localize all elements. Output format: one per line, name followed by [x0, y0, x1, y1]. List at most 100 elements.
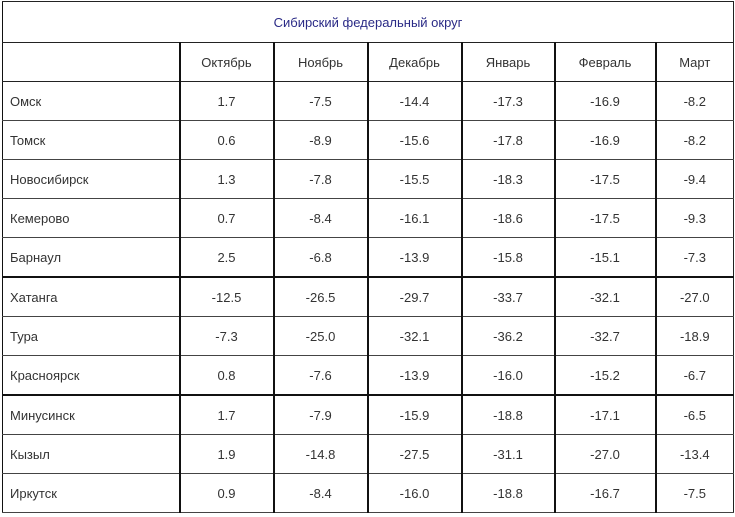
temperature-cell: -18.8 — [460, 394, 555, 435]
header-cell-march: Март — [654, 42, 735, 82]
temperature-cell: -6.7 — [654, 355, 735, 396]
header-row: Октябрь Ноябрь Декабрь Январь Февраль Ма… — [2, 42, 735, 82]
table-row: Барнаул 2.5 -6.8 -13.9 -15.8 -15.1 -7.3 — [2, 237, 735, 278]
temperature-cell: -36.2 — [460, 316, 555, 356]
temperature-cell: -9.4 — [654, 159, 735, 199]
temperature-cell: 0.6 — [178, 120, 274, 160]
temperature-cell: -32.1 — [553, 276, 656, 317]
city-name-cell: Томск — [2, 120, 180, 160]
city-name-cell: Кызыл — [2, 434, 180, 474]
temperature-cell: 0.7 — [178, 198, 274, 238]
temperature-cell: 1.7 — [178, 81, 274, 121]
header-cell-october: Октябрь — [178, 42, 274, 82]
temperature-cell: -26.5 — [272, 276, 368, 317]
temperature-cell: -7.9 — [272, 394, 368, 435]
temperature-cell: -18.9 — [654, 316, 735, 356]
header-cell-february: Февраль — [553, 42, 656, 82]
city-name-cell: Тура — [2, 316, 180, 356]
header-cell-december: Декабрь — [366, 42, 462, 82]
temperature-cell: -16.9 — [553, 120, 656, 160]
table-row: Хатанга -12.5 -26.5 -29.7 -33.7 -32.1 -27.0 — [2, 276, 735, 317]
temperature-cell: -6.5 — [654, 394, 735, 435]
temperature-cell: -15.2 — [553, 355, 656, 396]
temperature-cell: -18.6 — [460, 198, 555, 238]
temperature-cell: -15.5 — [366, 159, 462, 199]
temperature-cell: -17.1 — [553, 394, 656, 435]
temperature-cell: 1.9 — [178, 434, 274, 474]
temperature-cell: -32.7 — [553, 316, 656, 356]
temperature-cell: 2.5 — [178, 237, 274, 278]
header-cell-empty — [2, 42, 180, 82]
temperature-cell: -8.2 — [654, 81, 735, 121]
temperature-cell: -16.0 — [366, 473, 462, 513]
header-cell-november: Ноябрь — [272, 42, 368, 82]
temperature-cell: -7.3 — [654, 237, 735, 278]
city-name-cell: Красноярск — [2, 355, 180, 396]
temperature-cell: -16.0 — [460, 355, 555, 396]
temperature-cell: -18.8 — [460, 473, 555, 513]
temperature-cell: -29.7 — [366, 276, 462, 317]
temperature-cell: -6.8 — [272, 237, 368, 278]
city-name-cell: Новосибирск — [2, 159, 180, 199]
temperature-cell: -25.0 — [272, 316, 368, 356]
table-row: Новосибирск 1.3 -7.8 -15.5 -18.3 -17.5 -9.4 — [2, 159, 735, 199]
temperature-cell: 0.8 — [178, 355, 274, 396]
city-name-cell: Барнаул — [2, 237, 180, 278]
temperature-cell: -7.5 — [654, 473, 735, 513]
temperature-cell: -7.3 — [178, 316, 274, 356]
temperature-cell: -16.9 — [553, 81, 656, 121]
temperature-cell: -13.9 — [366, 355, 462, 396]
temperature-cell: -16.1 — [366, 198, 462, 238]
temperature-cell: -7.6 — [272, 355, 368, 396]
temperature-cell: -27.5 — [366, 434, 462, 474]
table-row: Кызыл 1.9 -14.8 -27.5 -31.1 -27.0 -13.4 — [2, 434, 735, 474]
temperature-cell: -13.9 — [366, 237, 462, 278]
temperature-cell: -7.5 — [272, 81, 368, 121]
temperature-cell: -14.8 — [272, 434, 368, 474]
temperature-cell: -7.8 — [272, 159, 368, 199]
temperature-cell: -17.5 — [553, 159, 656, 199]
city-name-cell: Иркутск — [2, 473, 180, 513]
temperature-cell: -17.5 — [553, 198, 656, 238]
city-name-cell: Омск — [2, 81, 180, 121]
table-title: Сибирский федеральный округ — [1, 1, 735, 43]
table-row: Тура -7.3 -25.0 -32.1 -36.2 -32.7 -18.9 — [2, 316, 735, 356]
temperature-cell: -32.1 — [366, 316, 462, 356]
temperature-cell: -14.4 — [366, 81, 462, 121]
temperature-cell: -8.4 — [272, 473, 368, 513]
temperature-cell: -31.1 — [460, 434, 555, 474]
temperature-cell: -8.9 — [272, 120, 368, 160]
temperature-cell: -27.0 — [553, 434, 656, 474]
temperature-cell: -15.8 — [460, 237, 555, 278]
header-cell-january: Январь — [460, 42, 555, 82]
temperature-cell: 0.9 — [178, 473, 274, 513]
title-row: Сибирский федеральный округ — [1, 1, 735, 43]
temperature-cell: -27.0 — [654, 276, 735, 317]
temperature-cell: -9.3 — [654, 198, 735, 238]
temperature-cell: -8.2 — [654, 120, 735, 160]
table-row: Минусинск 1.7 -7.9 -15.9 -18.8 -17.1 -6.5 — [2, 394, 735, 435]
table-row: Томск 0.6 -8.9 -15.6 -17.8 -16.9 -8.2 — [2, 120, 735, 160]
table-row: Красноярск 0.8 -7.6 -13.9 -16.0 -15.2 -6.7 — [2, 355, 735, 396]
table-row: Омск 1.7 -7.5 -14.4 -17.3 -16.9 -8.2 — [2, 81, 735, 121]
temperature-cell: -16.7 — [553, 473, 656, 513]
city-name-cell: Хатанга — [2, 276, 180, 317]
temperature-cell: -18.3 — [460, 159, 555, 199]
temperature-cell: 1.3 — [178, 159, 274, 199]
temperature-cell: -15.6 — [366, 120, 462, 160]
temperature-cell: -15.9 — [366, 394, 462, 435]
temperature-cell: -15.1 — [553, 237, 656, 278]
city-name-cell: Минусинск — [2, 394, 180, 435]
temperature-cell: 1.7 — [178, 394, 274, 435]
table-row: Иркутск 0.9 -8.4 -16.0 -18.8 -16.7 -7.5 — [2, 473, 735, 513]
temperature-cell: -12.5 — [178, 276, 274, 317]
temperature-cell: -17.3 — [460, 81, 555, 121]
table-row: Кемерово 0.7 -8.4 -16.1 -18.6 -17.5 -9.3 — [2, 198, 735, 238]
city-name-cell: Кемерово — [2, 198, 180, 238]
temperature-cell: -17.8 — [460, 120, 555, 160]
temperature-cell: -33.7 — [460, 276, 555, 317]
temperature-cell: -13.4 — [654, 434, 735, 474]
